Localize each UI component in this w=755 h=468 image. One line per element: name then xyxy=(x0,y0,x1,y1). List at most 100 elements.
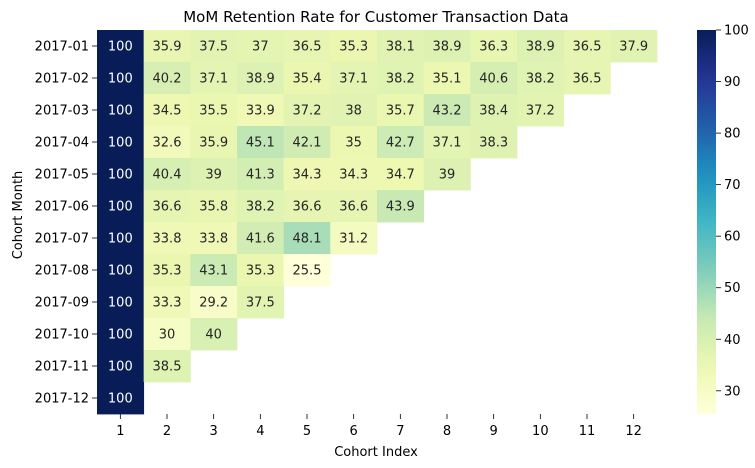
heatmap-cell xyxy=(143,30,191,63)
heatmap-cell xyxy=(190,318,238,351)
heatmap-cell xyxy=(97,382,145,415)
cell-value-label: 35.3 xyxy=(246,264,275,279)
heatmap-cell xyxy=(97,158,145,191)
cell-value-label: 36.5 xyxy=(573,40,602,55)
heatmap-cell xyxy=(423,62,471,95)
heatmap-cell xyxy=(330,222,378,255)
cell-value-label: 35.9 xyxy=(153,40,182,55)
x-tick-label: 6 xyxy=(350,424,358,439)
cell-value-label: 31.2 xyxy=(339,232,368,247)
cell-value-label: 36.6 xyxy=(339,200,368,215)
cell-value-label: 37.5 xyxy=(199,40,228,55)
cell-value-label: 35.4 xyxy=(293,72,322,87)
x-tick-labels: 1 2 3 4 5 6 7 8 9 10 11 12 xyxy=(116,414,642,439)
colorbar-tick-label: 60 xyxy=(724,230,741,245)
heatmap-cell xyxy=(143,158,191,191)
cell-value-label: 35.3 xyxy=(153,264,182,279)
heatmap-cell xyxy=(143,190,191,223)
cell-value-label: 42.1 xyxy=(293,136,322,151)
cell-value-label: 40.2 xyxy=(153,72,182,87)
x-tick-label: 5 xyxy=(303,424,311,439)
cell-value-label: 38.4 xyxy=(479,104,508,119)
heatmap-cell xyxy=(190,158,238,191)
heatmap-cell xyxy=(97,126,145,159)
cell-value-label: 45.1 xyxy=(246,136,275,151)
heatmap-cell xyxy=(237,190,285,223)
y-tick-label: 2017-12 xyxy=(35,392,89,407)
cell-value-label: 39 xyxy=(439,168,456,183)
x-tick-label: 8 xyxy=(443,424,451,439)
colorbar-tick-label: 50 xyxy=(724,281,741,296)
y-tick-label: 2017-02 xyxy=(35,72,89,87)
heatmap-cell xyxy=(190,62,238,95)
colorbar-gradient xyxy=(697,30,716,414)
heatmap-cell xyxy=(423,126,471,159)
heatmap-cell xyxy=(423,30,471,63)
cell-value-label: 35.3 xyxy=(339,40,368,55)
heatmap-cell xyxy=(283,94,331,127)
y-axis-label: Cohort Month xyxy=(11,171,26,260)
chart-title: MoM Retention Rate for Customer Transact… xyxy=(183,8,569,26)
cell-value-label: 33.3 xyxy=(153,296,182,311)
cell-value-label: 37.5 xyxy=(246,296,275,311)
cell-value-label: 36.5 xyxy=(293,40,322,55)
y-tick-label: 2017-10 xyxy=(35,328,89,343)
heatmap-cell xyxy=(237,286,285,319)
heatmap-cell xyxy=(283,190,331,223)
cell-value-label: 25.5 xyxy=(293,264,322,279)
cell-value-label: 100 xyxy=(108,168,133,183)
heatmap-cell xyxy=(237,254,285,287)
cell-value-label: 38.1 xyxy=(386,40,415,55)
cell-value-label: 100 xyxy=(108,328,133,343)
heatmap-cell xyxy=(610,30,658,63)
heatmap-cell xyxy=(143,222,191,255)
heatmap-cell xyxy=(190,30,238,63)
cell-value-label: 33.9 xyxy=(246,104,275,119)
cell-value-label: 36.6 xyxy=(153,200,182,215)
heatmap-cell xyxy=(143,286,191,319)
cell-value-label: 41.6 xyxy=(246,232,275,247)
heatmap-cell xyxy=(190,222,238,255)
cell-value-label: 40.4 xyxy=(153,168,182,183)
heatmap-cell xyxy=(143,126,191,159)
y-tick-label: 2017-09 xyxy=(35,296,89,311)
cell-value-label: 37.9 xyxy=(619,40,648,55)
cell-value-label: 48.1 xyxy=(293,232,322,247)
x-axis-label: Cohort Index xyxy=(334,445,418,460)
heatmap-cell xyxy=(143,350,191,383)
heatmap-cell xyxy=(237,158,285,191)
heatmap-cell xyxy=(97,222,145,255)
heatmap-cells: 100 35.9 37.5 37 36.5 35.3 38.1 38.9 36.3 38.9 36.… xyxy=(97,30,658,415)
cell-value-label: 43.9 xyxy=(386,200,415,215)
cell-value-label: 38.5 xyxy=(153,360,182,375)
x-tick-label: 10 xyxy=(532,424,549,439)
heatmap-cell xyxy=(97,350,145,383)
y-tick-labels: 2017-01 2017-02 2017-03 2017-04 2017-05 2017-… xyxy=(35,40,97,407)
heatmap-cell xyxy=(237,94,285,127)
y-tick-label: 2017-03 xyxy=(35,104,89,119)
cell-value-label: 100 xyxy=(108,104,133,119)
cell-value-label: 43.2 xyxy=(433,104,462,119)
heatmap-cell xyxy=(330,126,378,159)
cell-value-label: 36.3 xyxy=(479,40,508,55)
cell-value-label: 34.7 xyxy=(386,168,415,183)
cell-value-label: 100 xyxy=(108,392,133,407)
cell-value-label: 33.8 xyxy=(153,232,182,247)
heatmap-cell xyxy=(237,30,285,63)
heatmap-cell xyxy=(470,62,518,95)
heatmap-cell xyxy=(330,30,378,63)
colorbar-tick-label: 70 xyxy=(724,178,741,193)
cell-value-label: 38.9 xyxy=(246,72,275,87)
heatmap-cell xyxy=(423,94,471,127)
y-tick-label: 2017-04 xyxy=(35,136,89,151)
colorbar: 30 40 50 60 70 80 90 100 xyxy=(697,24,749,414)
heatmap-cell xyxy=(190,94,238,127)
heatmap-cell xyxy=(143,254,191,287)
cell-value-label: 100 xyxy=(108,360,133,375)
cell-value-label: 43.1 xyxy=(199,264,228,279)
heatmap-cell xyxy=(283,222,331,255)
cell-value-label: 100 xyxy=(108,264,133,279)
cell-value-label: 38.9 xyxy=(433,40,462,55)
x-tick-label: 1 xyxy=(116,424,124,439)
